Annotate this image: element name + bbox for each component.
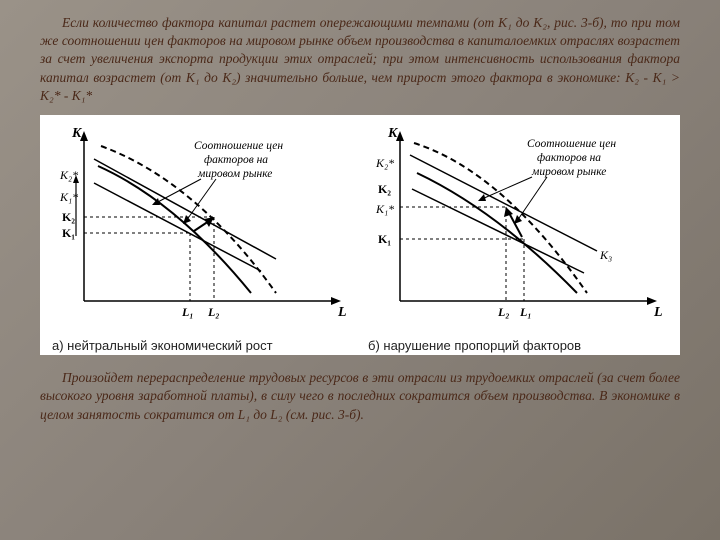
svg-text:L₁: L₁ [181, 305, 194, 319]
svg-text:L₂: L₂ [497, 305, 510, 319]
paragraph-top: Если количество фактора капитал растет о… [40, 14, 680, 105]
chart-a: K L K₂* K₁* K₂ K₁ [46, 121, 356, 331]
svg-text:Соотношение цен: Соотношение цен [194, 140, 283, 152]
chart-b: K L K₃ K₂* K₂ [362, 121, 672, 331]
svg-text:L: L [337, 305, 347, 320]
svg-text:мировом рынке: мировом рынке [197, 168, 272, 180]
svg-text:K₁*: K₁* [59, 190, 78, 204]
paragraph-bottom: Произойдет перераспределение трудовых ре… [40, 369, 680, 424]
svg-text:K₁*: K₁* [375, 202, 394, 216]
svg-text:Соотношение цен: Соотношение цен [527, 138, 616, 150]
svg-text:K₂*: K₂* [375, 156, 394, 170]
panel-b: K L K₃ K₂* K₂ [362, 121, 674, 353]
svg-text:факторов на: факторов на [204, 154, 268, 166]
svg-text:мировом рынке: мировом рынке [531, 166, 606, 178]
svg-text:K₁: K₁ [62, 226, 75, 240]
panel-a: K L K₂* K₁* K₂ K₁ [46, 121, 358, 353]
svg-text:L: L [653, 305, 663, 320]
caption-a: а) нейтральный экономический рост [46, 338, 358, 353]
svg-text:K₂: K₂ [62, 210, 75, 224]
svg-text:K: K [71, 126, 83, 141]
svg-text:факторов на: факторов на [537, 152, 601, 164]
svg-text:K₁: K₁ [378, 232, 391, 246]
svg-text:L₁: L₁ [519, 305, 532, 319]
svg-text:K₃: K₃ [599, 248, 612, 262]
caption-b: б) нарушение пропорций факторов [362, 338, 674, 353]
svg-text:K: K [387, 126, 399, 141]
figure-container: K L K₂* K₁* K₂ K₁ [40, 115, 680, 355]
svg-text:L₂: L₂ [207, 305, 220, 319]
svg-text:K₂: K₂ [378, 182, 391, 196]
